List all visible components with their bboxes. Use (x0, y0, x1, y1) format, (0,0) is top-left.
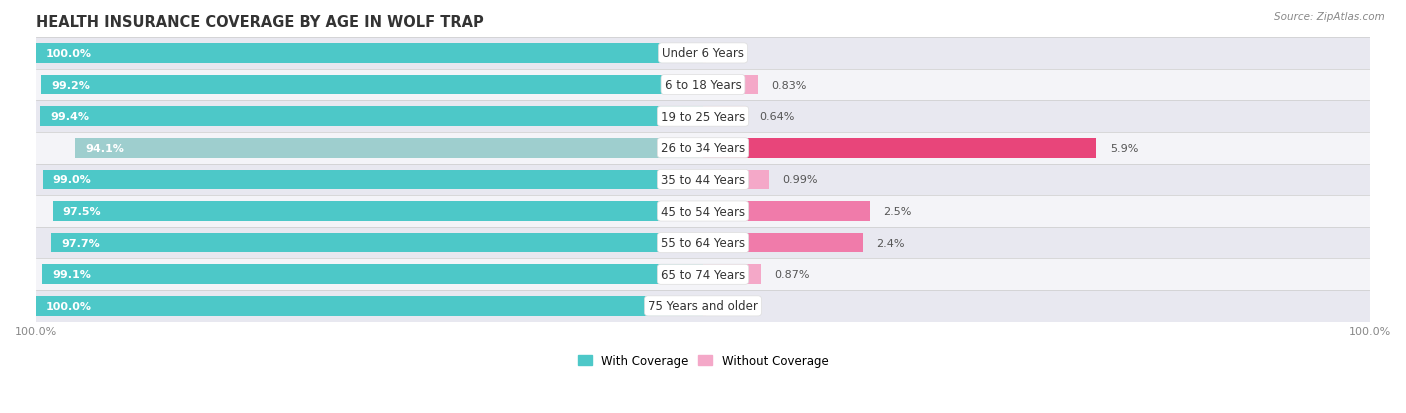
Bar (37, 196, 1369, 227)
Bar (37, 164, 1369, 196)
Bar (42, 170, 703, 190)
Text: 0.64%: 0.64% (759, 112, 794, 122)
Bar (41, 76, 703, 95)
Bar (703, 265, 761, 285)
Text: Source: ZipAtlas.com: Source: ZipAtlas.com (1274, 12, 1385, 22)
Bar (37, 44, 703, 64)
Text: 0.87%: 0.87% (775, 270, 810, 280)
Bar (703, 170, 769, 190)
Bar (703, 107, 745, 127)
Bar (37, 227, 1369, 259)
Text: 2.5%: 2.5% (883, 206, 911, 216)
Text: 99.0%: 99.0% (53, 175, 91, 185)
Bar (703, 202, 870, 221)
Bar (37, 290, 1369, 322)
Text: 35 to 44 Years: 35 to 44 Years (661, 173, 745, 186)
Bar (76, 139, 703, 158)
Bar (52, 233, 703, 253)
Text: 99.2%: 99.2% (52, 81, 90, 90)
Text: HEALTH INSURANCE COVERAGE BY AGE IN WOLF TRAP: HEALTH INSURANCE COVERAGE BY AGE IN WOLF… (37, 15, 484, 30)
Text: 5.9%: 5.9% (1109, 143, 1139, 153)
Text: 94.1%: 94.1% (86, 143, 124, 153)
Text: 2.4%: 2.4% (876, 238, 905, 248)
Bar (41, 107, 703, 127)
Text: 0.0%: 0.0% (716, 301, 745, 311)
Bar (37, 38, 1369, 69)
Bar (37, 297, 703, 316)
Bar (703, 139, 1097, 158)
Bar (703, 233, 863, 253)
Text: 75 Years and older: 75 Years and older (648, 300, 758, 313)
Text: 0.99%: 0.99% (782, 175, 818, 185)
Bar (37, 69, 1369, 101)
Text: 65 to 74 Years: 65 to 74 Years (661, 268, 745, 281)
Bar (703, 44, 706, 64)
Legend: With Coverage, Without Coverage: With Coverage, Without Coverage (578, 354, 828, 367)
Text: 99.1%: 99.1% (52, 270, 91, 280)
Text: Under 6 Years: Under 6 Years (662, 47, 744, 60)
Bar (53, 202, 703, 221)
Bar (703, 297, 706, 316)
Text: 97.7%: 97.7% (62, 238, 100, 248)
Text: 26 to 34 Years: 26 to 34 Years (661, 142, 745, 155)
Bar (37, 259, 1369, 290)
Text: 0.0%: 0.0% (716, 49, 745, 59)
Text: 55 to 64 Years: 55 to 64 Years (661, 237, 745, 249)
Text: 45 to 54 Years: 45 to 54 Years (661, 205, 745, 218)
Text: 100.0%: 100.0% (46, 49, 93, 59)
Text: 97.5%: 97.5% (63, 206, 101, 216)
Text: 100.0%: 100.0% (46, 301, 93, 311)
Bar (37, 133, 1369, 164)
Text: 19 to 25 Years: 19 to 25 Years (661, 110, 745, 123)
Text: 6 to 18 Years: 6 to 18 Years (665, 79, 741, 92)
Text: 0.83%: 0.83% (772, 81, 807, 90)
Bar (37, 101, 1369, 133)
Text: 99.4%: 99.4% (51, 112, 89, 122)
Bar (42, 265, 703, 285)
Bar (703, 76, 758, 95)
